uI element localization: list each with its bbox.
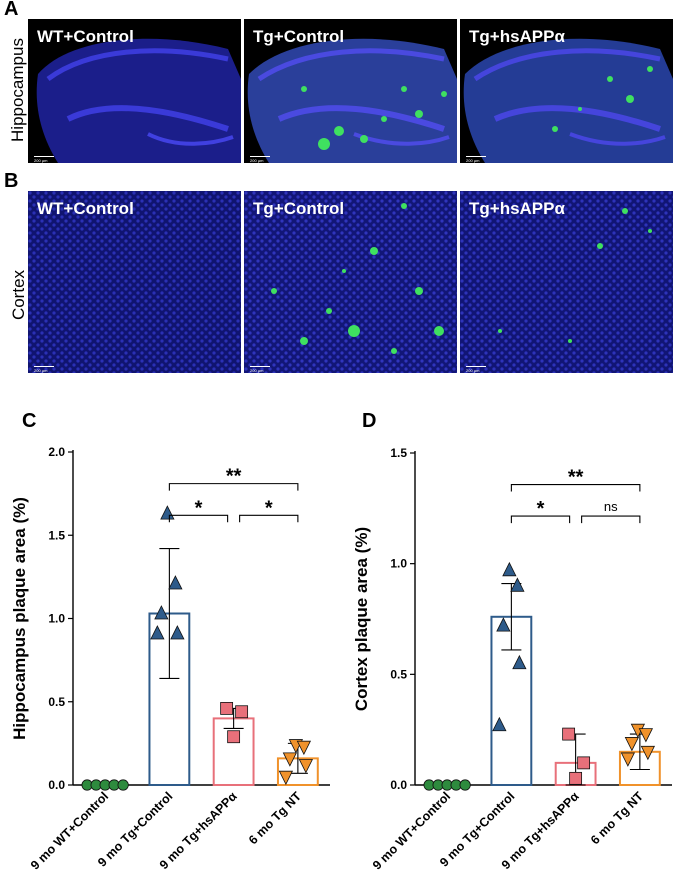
y-axis-label: Cortex plaque area (%)	[352, 527, 371, 711]
panel-letter-c: C	[22, 410, 37, 432]
y-tick-label: 0.0	[390, 778, 407, 792]
panel-letter-d: D	[362, 410, 377, 432]
micrograph-hippocampus-wt-control: WT+Control 200 µm	[28, 19, 241, 163]
data-point-triangle-up	[150, 625, 165, 640]
y-tick-label: 0.0	[48, 778, 65, 792]
micrograph-label: Tg+Control	[253, 199, 345, 218]
y-axis-label: Hippocampus plaque area (%)	[10, 497, 29, 740]
row-label-cortex: Cortex	[9, 269, 28, 321]
panel-letter-a: A	[4, 0, 19, 20]
hippocampus-image	[244, 19, 457, 163]
significance-label: **	[568, 467, 584, 489]
data-point-triangle-down	[624, 737, 640, 752]
data-point-square	[569, 771, 583, 785]
hippocampus-image	[460, 19, 673, 163]
micrograph-cortex-tg-control: Tg+Control 200 µm	[244, 191, 457, 373]
micrograph-hippocampus-tg-control: Tg+Control 200 µm	[244, 19, 457, 163]
y-tick-label: 1.5	[48, 528, 65, 542]
micrograph-hippocampus-tg-hsappa: Tg+hsAPPα 200 µm	[460, 19, 673, 163]
significance-label: *	[537, 498, 545, 520]
scale-bar-label: 200 µm	[250, 158, 264, 163]
significance-bracket	[581, 515, 641, 524]
significance-label: *	[265, 497, 273, 519]
scale-bar	[466, 156, 486, 157]
data-point-triangle-down	[638, 728, 654, 743]
scale-bar-label: 200 µm	[34, 158, 48, 163]
hippocampus-image	[28, 19, 241, 163]
data-point-triangle-up	[154, 605, 169, 620]
micrograph-label: Tg+Control	[253, 27, 345, 46]
data-point-triangle-down	[296, 740, 312, 756]
data-point-triangle-down	[298, 759, 314, 774]
significance-bracket	[168, 483, 299, 491]
data-point-square	[220, 702, 234, 715]
data-point-square	[562, 727, 576, 741]
significance-bracket	[168, 514, 229, 523]
data-point-triangle-down	[282, 752, 298, 767]
significance-bracket	[239, 514, 299, 523]
cortex-image	[28, 191, 241, 373]
data-point-triangle-up	[502, 561, 517, 577]
y-tick-label: 0.5	[390, 667, 407, 681]
y-tick-label: 2.0	[48, 445, 65, 459]
scale-bar-label: 200 µm	[466, 368, 480, 373]
chart-hippocampus-plaque-area: 0.0 0.5 1.0 1.5 2.0 Hippocampus plaque area (…	[10, 445, 330, 873]
data-point-circle	[117, 779, 129, 791]
data-point-triangle-up	[168, 575, 183, 590]
scale-bar-label: 200 µm	[34, 368, 48, 373]
x-category-label: 6 mo Tg NT	[588, 789, 646, 847]
y-tick-label: 0.5	[48, 695, 65, 709]
significance-label: *	[195, 497, 203, 519]
micrograph-label: WT+Control	[37, 27, 134, 46]
scale-bar	[250, 366, 270, 367]
data-point-square	[235, 705, 249, 719]
data-point-square	[227, 730, 241, 744]
x-category-label: 6 mo Tg NT	[246, 789, 304, 847]
cortex-image	[244, 191, 457, 373]
data-point-triangle-up	[510, 577, 525, 592]
scale-bar	[250, 156, 270, 157]
scale-bar-label: 200 µm	[466, 158, 480, 163]
data-point-square	[577, 756, 591, 770]
data-point-triangle-up	[512, 654, 527, 670]
data-point-circle	[459, 779, 471, 791]
data-point-triangle-down	[640, 745, 656, 761]
data-point-triangle-up	[160, 505, 175, 520]
data-point-triangle-up	[492, 716, 507, 732]
scale-bar-label: 200 µm	[250, 368, 264, 373]
significance-label: ns	[604, 499, 618, 514]
panel-letter-b: B	[4, 170, 19, 192]
y-tick-label: 1.5	[390, 446, 407, 460]
micrograph-label: Tg+hsAPPα	[469, 27, 565, 46]
data-point-triangle-up	[496, 617, 511, 632]
data-point-triangle-down	[620, 752, 636, 767]
significance-bracket	[510, 483, 641, 492]
scale-bar	[34, 366, 54, 367]
significance-label: **	[226, 466, 242, 488]
y-tick-label: 1.0	[48, 612, 65, 626]
scale-bar	[466, 366, 486, 367]
significance-bracket	[510, 515, 571, 524]
cortex-image	[460, 191, 673, 373]
data-point-triangle-up	[170, 625, 185, 640]
micrograph-cortex-wt-control: WT+Control 200 µm	[28, 191, 241, 373]
scale-bar	[34, 156, 54, 157]
micrograph-label: WT+Control	[37, 199, 134, 218]
micrograph-label: Tg+hsAPPα	[469, 199, 565, 218]
row-label-hippocampus: Hippocampus	[8, 38, 27, 142]
y-tick-label: 1.0	[390, 557, 407, 571]
micrograph-cortex-tg-hsappa: Tg+hsAPPα 200 µm	[460, 191, 673, 373]
data-point-triangle-down	[278, 770, 294, 786]
bar	[212, 717, 255, 786]
